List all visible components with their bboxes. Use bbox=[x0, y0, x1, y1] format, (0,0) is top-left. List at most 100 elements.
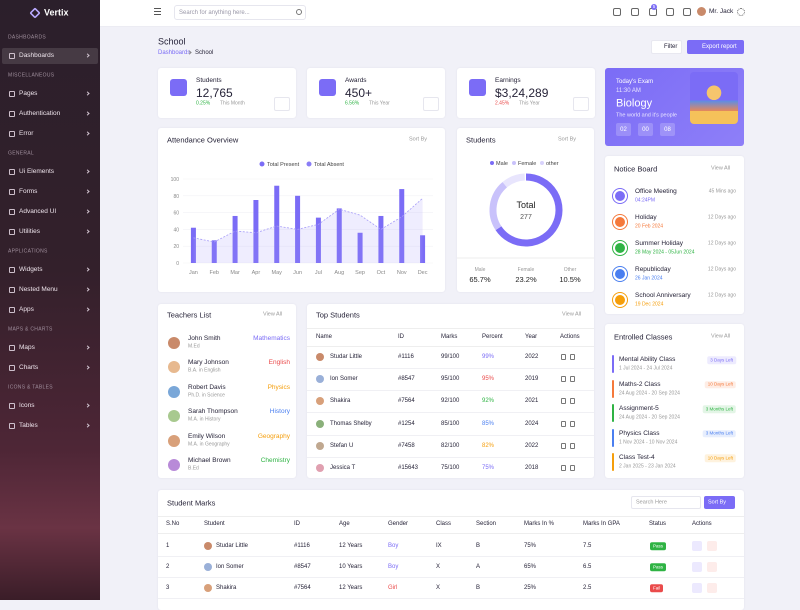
nav-item[interactable] bbox=[2, 340, 98, 356]
header-icon[interactable] bbox=[666, 8, 674, 16]
divider bbox=[307, 412, 594, 414]
sort-link[interactable]: Sort By bbox=[558, 136, 577, 143]
cell: 12 Years bbox=[339, 585, 363, 591]
card-title: Top Students bbox=[316, 310, 360, 320]
student-year: 2024 bbox=[525, 420, 539, 427]
search-box[interactable] bbox=[174, 5, 306, 20]
nav-label[interactable]: Advanced UI bbox=[19, 207, 57, 215]
teacher-avatar bbox=[168, 361, 180, 374]
search-box[interactable] bbox=[631, 496, 701, 509]
view-all-link[interactable]: View All bbox=[711, 165, 731, 172]
export-button[interactable] bbox=[687, 40, 744, 54]
edit-icon[interactable] bbox=[561, 465, 566, 471]
nav-icon bbox=[9, 229, 15, 235]
edit-icon[interactable] bbox=[561, 398, 566, 405]
nav-item[interactable] bbox=[2, 184, 98, 200]
edit-button[interactable] bbox=[707, 562, 717, 572]
cell: 1 bbox=[166, 543, 170, 549]
nav-label[interactable]: Ui Elements bbox=[19, 167, 55, 175]
column-header: ID bbox=[294, 521, 300, 527]
delete-icon[interactable] bbox=[570, 465, 575, 471]
exam-subject: Biology bbox=[616, 97, 653, 110]
nav-item[interactable] bbox=[2, 398, 98, 414]
student-name: Thomas Shelby bbox=[330, 420, 372, 427]
nav-label[interactable]: Widgets bbox=[19, 265, 43, 273]
edit-icon[interactable] bbox=[561, 420, 566, 427]
student-marks: 99/100 bbox=[441, 354, 460, 360]
delete-icon[interactable] bbox=[570, 398, 575, 405]
edit-button[interactable] bbox=[707, 541, 717, 551]
sort-link[interactable]: Sort By bbox=[409, 136, 428, 143]
view-button[interactable] bbox=[692, 562, 702, 572]
nav-heading: ICONS & TABLES bbox=[8, 384, 53, 391]
filter-label[interactable]: Filter bbox=[664, 44, 678, 50]
header-icon[interactable] bbox=[683, 8, 691, 16]
nav-label[interactable]: Apps bbox=[19, 305, 34, 313]
view-all-link[interactable]: View All bbox=[562, 311, 582, 318]
column-header: Marks In % bbox=[524, 521, 555, 527]
student-marks: 92/100 bbox=[441, 398, 460, 405]
nav-label[interactable]: Pages bbox=[19, 89, 38, 97]
nav-label[interactable]: Authentication bbox=[19, 109, 61, 117]
notice-ago: 45 Mins ago bbox=[708, 188, 736, 195]
delete-icon[interactable] bbox=[570, 442, 575, 449]
nav-icon bbox=[9, 307, 15, 313]
nav-item[interactable] bbox=[2, 302, 98, 318]
settings-icon[interactable] bbox=[737, 8, 745, 16]
sort-label[interactable]: Sort By bbox=[708, 498, 727, 505]
view-button[interactable] bbox=[692, 583, 702, 593]
stat-watermark bbox=[573, 97, 589, 111]
delete-icon[interactable] bbox=[570, 354, 575, 360]
nav-label[interactable]: Tables bbox=[19, 421, 38, 429]
edit-icon[interactable] bbox=[561, 442, 566, 449]
edit-icon[interactable] bbox=[561, 376, 566, 383]
nav-label[interactable]: Error bbox=[19, 129, 34, 137]
delete-icon[interactable] bbox=[570, 420, 575, 427]
export-label[interactable]: Export report bbox=[702, 44, 737, 50]
nav-item[interactable] bbox=[2, 86, 98, 102]
nav-item[interactable] bbox=[2, 126, 98, 142]
header-icon[interactable] bbox=[631, 8, 639, 16]
user-name[interactable]: Mr. Jack bbox=[709, 7, 734, 15]
chevron-icon bbox=[187, 50, 192, 55]
nav-heading: GENERAL bbox=[8, 150, 34, 157]
nav-label[interactable]: Charts bbox=[19, 363, 39, 371]
delete-icon[interactable] bbox=[570, 376, 575, 383]
filter-button[interactable] bbox=[651, 40, 682, 54]
class-marker bbox=[612, 404, 614, 422]
teacher-avatar bbox=[168, 459, 180, 471]
nav-label[interactable]: Forms bbox=[19, 187, 38, 195]
sort-button[interactable] bbox=[704, 496, 735, 509]
nav-label[interactable]: Nested Menu bbox=[19, 285, 58, 293]
students-card bbox=[457, 128, 594, 292]
breadcrumb-link[interactable]: Dashboards bbox=[158, 50, 191, 56]
student-id: #7564 bbox=[398, 398, 415, 405]
nav-item[interactable] bbox=[2, 360, 98, 376]
class-status: 3 Months Left bbox=[702, 405, 736, 413]
nav-label[interactable]: Dashboards bbox=[19, 51, 55, 59]
nav-label[interactable]: Maps bbox=[19, 343, 35, 351]
nav-item[interactable] bbox=[2, 418, 98, 434]
teacher-name: Sarah Thompson bbox=[188, 407, 238, 415]
nav-label[interactable]: Utilities bbox=[19, 227, 40, 235]
class-title: Physics Class bbox=[619, 429, 660, 437]
edit-icon[interactable] bbox=[561, 354, 566, 360]
nav-item[interactable] bbox=[2, 224, 98, 240]
teacher-degree: M.Ed bbox=[188, 343, 200, 350]
view-all-link[interactable]: View All bbox=[711, 333, 731, 340]
view-button[interactable] bbox=[692, 541, 702, 551]
teacher-name: Emily Wilson bbox=[188, 432, 226, 440]
cell: 25% bbox=[524, 585, 537, 591]
student-name: Studar Little bbox=[216, 543, 249, 549]
header-icon[interactable] bbox=[613, 8, 621, 16]
nav-label[interactable]: Icons bbox=[19, 401, 35, 409]
view-all-link[interactable]: View All bbox=[263, 311, 283, 318]
edit-button[interactable] bbox=[707, 583, 717, 593]
nav-item[interactable] bbox=[2, 262, 98, 278]
nav-item[interactable] bbox=[2, 48, 98, 64]
cell: X bbox=[436, 564, 441, 570]
student-id: #8547 bbox=[398, 376, 415, 383]
divider bbox=[307, 328, 594, 329]
divider bbox=[307, 368, 594, 369]
countdown-box bbox=[638, 123, 653, 136]
